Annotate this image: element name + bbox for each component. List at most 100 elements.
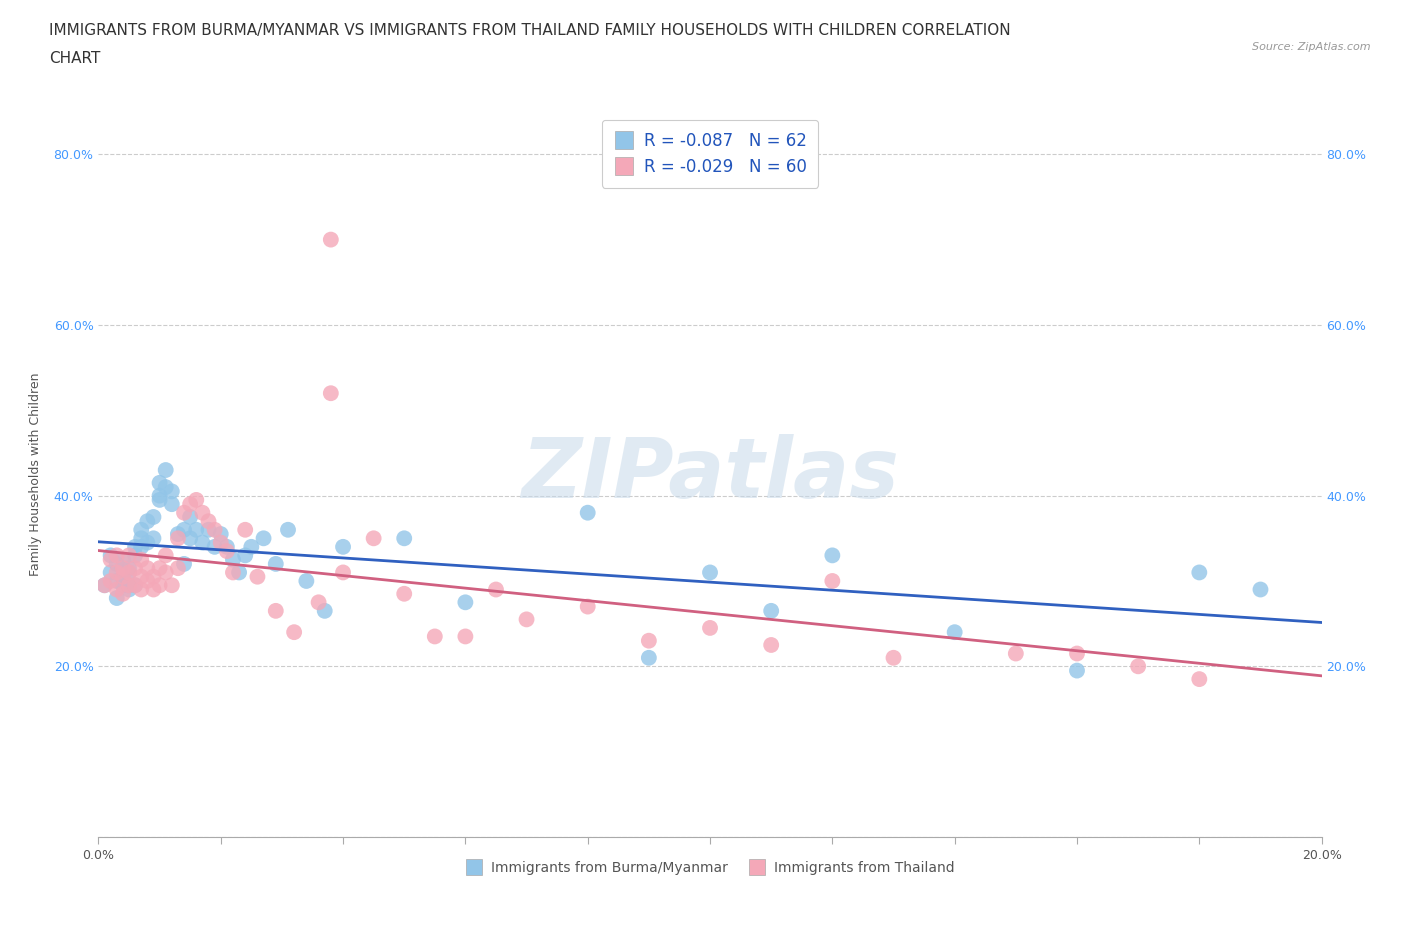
Point: [136, 513, 159, 528]
Point: [105, 556, 128, 571]
Point: [100, 552, 122, 567]
Point: [215, 539, 238, 554]
Point: [699, 620, 721, 635]
Point: [155, 565, 177, 580]
Point: [124, 539, 146, 554]
Point: [173, 556, 195, 571]
Point: [1249, 582, 1271, 597]
Point: [283, 625, 305, 640]
Point: [186, 523, 208, 538]
Point: [124, 561, 146, 576]
Point: [1066, 646, 1088, 661]
Point: [233, 548, 256, 563]
Point: [883, 650, 905, 665]
Point: [142, 569, 165, 584]
Point: [277, 523, 299, 538]
Point: [233, 523, 256, 538]
Point: [111, 569, 134, 584]
Point: [136, 535, 159, 550]
Point: [759, 638, 782, 653]
Point: [240, 539, 263, 554]
Point: [118, 561, 141, 576]
Point: [295, 574, 318, 589]
Point: [319, 232, 342, 247]
Point: [392, 531, 416, 546]
Point: [821, 548, 844, 563]
Point: [142, 582, 165, 597]
Point: [160, 497, 183, 512]
Point: [197, 513, 219, 528]
Point: [124, 548, 146, 563]
Point: [129, 552, 152, 567]
Point: [149, 488, 172, 503]
Point: [129, 539, 152, 554]
Point: [105, 548, 128, 563]
Point: [191, 535, 214, 550]
Point: [118, 565, 141, 580]
Point: [155, 462, 177, 477]
Text: ZIPatlas: ZIPatlas: [522, 433, 898, 515]
Text: IMMIGRANTS FROM BURMA/MYANMAR VS IMMIGRANTS FROM THAILAND FAMILY HOUSEHOLDS WITH: IMMIGRANTS FROM BURMA/MYANMAR VS IMMIGRA…: [49, 23, 1011, 38]
Point: [392, 586, 416, 601]
Point: [136, 574, 159, 589]
Point: [100, 565, 122, 580]
Point: [1066, 663, 1088, 678]
Point: [209, 535, 232, 550]
Point: [204, 523, 226, 538]
Point: [454, 629, 477, 644]
Point: [485, 582, 508, 597]
Text: Source: ZipAtlas.com: Source: ZipAtlas.com: [1253, 42, 1371, 52]
Point: [149, 561, 172, 576]
Point: [111, 569, 134, 584]
Point: [943, 625, 966, 640]
Point: [160, 484, 183, 498]
Point: [179, 510, 201, 525]
Point: [186, 493, 208, 508]
Point: [173, 523, 195, 538]
Point: [155, 548, 177, 563]
Point: [111, 586, 134, 601]
Y-axis label: Family Households with Children: Family Households with Children: [30, 373, 42, 576]
Point: [124, 578, 146, 592]
Point: [105, 574, 128, 589]
Point: [454, 595, 477, 610]
Point: [637, 633, 661, 648]
Point: [167, 526, 190, 541]
Point: [129, 569, 152, 584]
Point: [118, 582, 141, 597]
Point: [759, 604, 782, 618]
Point: [821, 574, 844, 589]
Point: [228, 565, 250, 580]
Point: [155, 480, 177, 495]
Point: [105, 591, 128, 605]
Point: [105, 565, 128, 580]
Point: [197, 523, 219, 538]
Point: [576, 599, 599, 614]
Point: [129, 531, 152, 546]
Point: [173, 505, 195, 520]
Point: [142, 531, 165, 546]
Point: [191, 505, 214, 520]
Point: [129, 582, 152, 597]
Point: [516, 612, 538, 627]
Point: [111, 578, 134, 592]
Point: [118, 578, 141, 592]
Point: [179, 531, 201, 546]
Point: [264, 556, 287, 571]
Point: [111, 552, 134, 567]
Point: [1188, 565, 1211, 580]
Point: [179, 497, 201, 512]
Point: [160, 578, 183, 592]
Point: [93, 578, 115, 592]
Point: [222, 552, 245, 567]
Point: [100, 574, 122, 589]
Point: [264, 604, 287, 618]
Point: [209, 526, 232, 541]
Point: [252, 531, 274, 546]
Point: [124, 578, 146, 592]
Point: [576, 505, 599, 520]
Point: [1128, 658, 1150, 673]
Point: [423, 629, 446, 644]
Point: [129, 523, 152, 538]
Point: [637, 650, 661, 665]
